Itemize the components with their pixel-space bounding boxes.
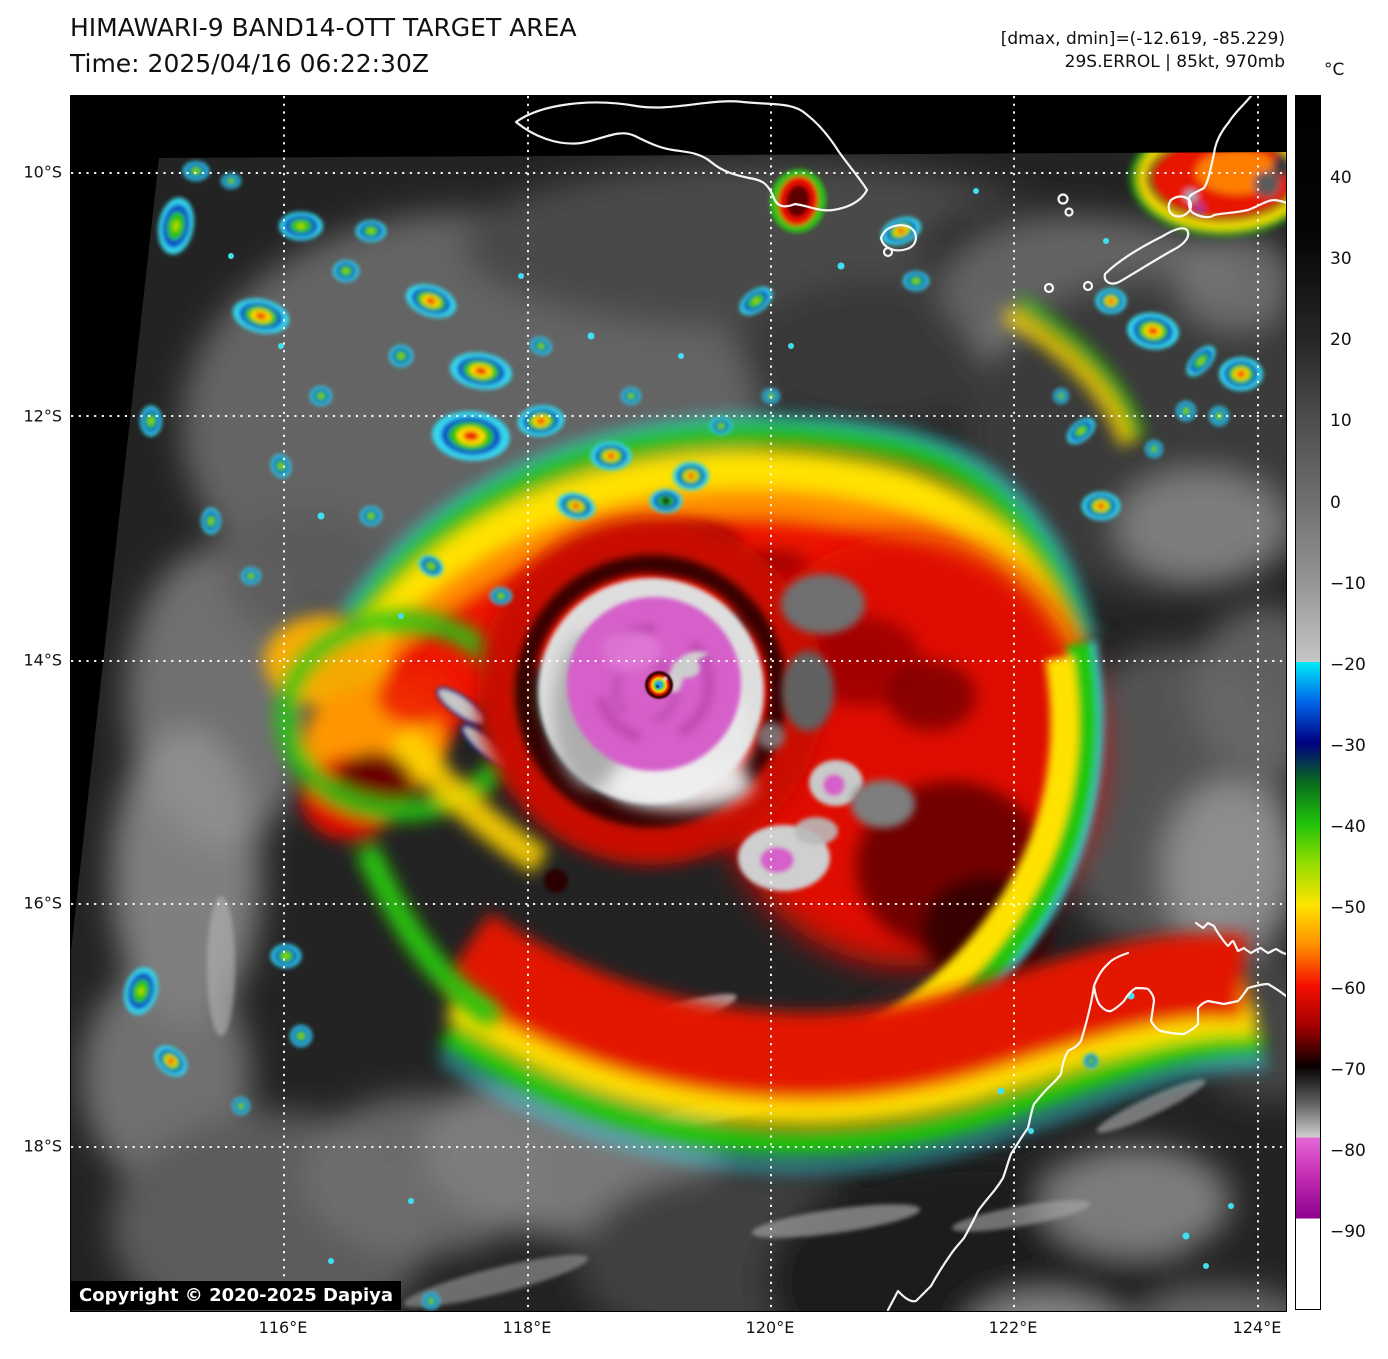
coastline-australia-west xyxy=(886,984,1096,1311)
satellite-data-region xyxy=(71,152,1286,1311)
colorbar-tick-label: −10 xyxy=(1330,573,1366,594)
colorbar-tick-label: 30 xyxy=(1330,249,1352,270)
copyright-badge: Copyright © 2020-2025 Dapiya xyxy=(71,1281,402,1310)
colorbar-tick-label: −50 xyxy=(1330,897,1366,918)
coastline-islet xyxy=(1064,207,1074,217)
colorbar-tick-label: −40 xyxy=(1330,816,1366,837)
longitude-label: 120°E xyxy=(745,1318,795,1337)
time-label: Time: 2025/04/16 06:22:30Z xyxy=(70,49,429,78)
colorbar-tick-label: 0 xyxy=(1330,492,1341,513)
coastline-islet xyxy=(1043,282,1055,294)
satellite-image xyxy=(71,96,1286,1311)
tropical-cyclone xyxy=(264,295,1268,1172)
title-block: HIMAWARI-9 BAND14-OTT TARGET AREA Time: … xyxy=(70,10,577,82)
latitude-label: 16°S xyxy=(23,893,62,913)
latitude-label: 14°S xyxy=(23,650,62,670)
storm-info-label: 29S.ERROL | 85kt, 970mb xyxy=(1064,52,1285,72)
colorbar-tick-label: −80 xyxy=(1330,1140,1366,1161)
dmax-dmin-label: [dmax, dmin]=(-12.619, -85.229) xyxy=(1000,29,1285,49)
colorbar-tick-label: 10 xyxy=(1330,411,1352,432)
latitude-label: 12°S xyxy=(23,406,62,426)
longitude-label: 118°E xyxy=(502,1318,552,1337)
colorbar-tick-label: −60 xyxy=(1330,978,1366,999)
latitude-label: 18°S xyxy=(23,1136,62,1156)
colorbar-unit-label: °C xyxy=(1324,60,1345,80)
longitude-label: 116°E xyxy=(258,1318,308,1337)
colorbar-tick-label: 20 xyxy=(1330,330,1352,351)
coastline-islet xyxy=(1057,193,1069,205)
latitude-label: 10°S xyxy=(23,162,62,182)
coastline-timor xyxy=(514,100,869,212)
western-rainband xyxy=(264,610,549,1029)
colorbar-tick-label: −20 xyxy=(1330,654,1366,675)
colorbar-tick-label: −30 xyxy=(1330,735,1366,756)
coastline-ne-islet-ring xyxy=(1167,195,1193,218)
cold-cloud-blobs xyxy=(667,651,863,891)
cyan-specks xyxy=(228,188,1234,1269)
colorbar-tick-label: 40 xyxy=(1330,168,1352,189)
storm-eye xyxy=(645,671,673,699)
map-plot-area xyxy=(70,95,1287,1312)
colorbar-tick-label: −70 xyxy=(1330,1059,1366,1080)
coastline-australia-peninsula xyxy=(1194,921,1286,956)
annotation-block: [dmax, dmin]=(-12.619, -85.229) 29S.ERRO… xyxy=(1001,28,1285,74)
coastline-australia-north xyxy=(1092,951,1286,1036)
coastline-elongated-island xyxy=(1103,227,1190,285)
coastline-islet xyxy=(882,246,894,258)
page-title: HIMAWARI-9 BAND14-OTT TARGET AREA xyxy=(70,13,577,42)
coastlines xyxy=(514,96,1286,1311)
longitude-label: 124°E xyxy=(1232,1318,1282,1337)
dark-core-cell xyxy=(769,169,827,233)
coastline-islet xyxy=(1082,280,1094,292)
convective-cells xyxy=(118,161,1264,1310)
temperature-colorbar xyxy=(1295,95,1321,1310)
longitude-label: 122°E xyxy=(988,1318,1038,1337)
colorbar-tick-label: −90 xyxy=(1330,1221,1366,1242)
